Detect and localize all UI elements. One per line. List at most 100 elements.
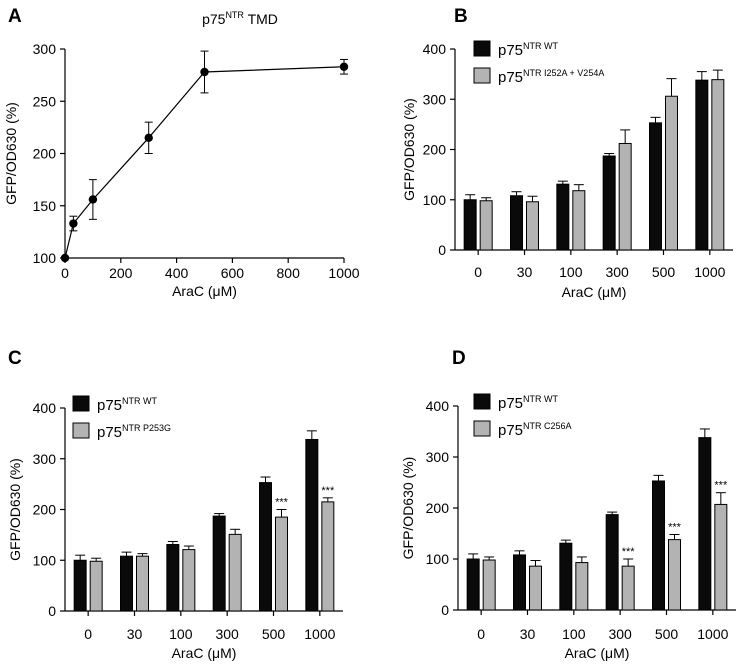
bar-wt: [73, 559, 87, 612]
legend-label: p75NTR C256A: [498, 421, 572, 439]
x-axis-label: AraC (μM): [562, 284, 627, 300]
y-tick-label: 400: [426, 398, 450, 414]
legend-label: p75NTR WT: [498, 394, 559, 412]
bar-mutant: [665, 95, 678, 251]
legend-swatch: [72, 395, 90, 412]
significance-label: ***: [275, 497, 289, 509]
bar-mutant: [618, 142, 632, 251]
x-tick-label: 30: [520, 626, 536, 642]
y-tick-label: 150: [33, 198, 57, 214]
panel-d: D 0 100 200 300 400 0 30 100 300 *** 500 *** 1000 *** p…: [400, 348, 736, 661]
y-tick-label: 300: [33, 451, 57, 467]
x-tick-label: 30: [517, 264, 533, 280]
bar-wt: [652, 480, 665, 611]
x-tick-label: 1000: [694, 264, 725, 280]
x-tick-label: 0: [474, 264, 482, 280]
legend-label-superscript: NTR I252A + V254A: [523, 68, 604, 78]
bar-mutant: [668, 539, 681, 611]
y-axis-label: GFP/OD630 (%): [7, 458, 23, 561]
bar-wt: [649, 122, 662, 251]
y-tick-label: 100: [33, 250, 57, 266]
bar-wt: [510, 195, 523, 251]
x-tick-label: 300: [215, 626, 239, 642]
bar-wt: [463, 199, 477, 251]
panel-label: A: [8, 6, 22, 27]
bar-mutant: [529, 565, 542, 611]
bar-wt: [556, 183, 570, 251]
x-tick-label: 0: [477, 626, 485, 642]
panel-a: A 100 150 200 250 300 0 200 400 600 800 1000 p75NTR …: [3, 6, 360, 299]
panel-label: C: [8, 348, 22, 369]
y-tick-label: 300: [423, 91, 447, 107]
legend-label-superscript: NTR WT: [122, 396, 157, 406]
y-tick-label: 400: [423, 41, 447, 57]
data-point: [200, 67, 209, 77]
panel-b: B 0 100 200 300 400 0 30 100 300 500 1000 p75NTR WT p…: [401, 6, 733, 300]
x-tick-label: 100: [559, 264, 583, 280]
bar-mutant: [575, 562, 589, 611]
legend-label-superscript: NTR C256A: [523, 421, 572, 431]
x-tick-label: 800: [277, 265, 301, 281]
x-tick-label: 100: [562, 626, 586, 642]
data-point: [88, 195, 98, 204]
bar-mutant: [228, 533, 242, 612]
x-tick-label: 30: [127, 626, 143, 642]
x-tick-label: 300: [608, 626, 632, 642]
bar-wt: [466, 558, 480, 611]
bar-mutant: [526, 201, 539, 251]
y-tick-label: 300: [33, 41, 57, 57]
legend-label-superscript: NTR P253G: [122, 423, 171, 433]
bar-wt: [212, 515, 226, 612]
bar-wt: [602, 155, 616, 251]
x-tick-label: 400: [165, 265, 189, 281]
panel-label: B: [454, 6, 468, 27]
bar-mutant: [136, 555, 149, 612]
y-tick-label: 200: [33, 146, 57, 162]
significance-label: ***: [321, 485, 335, 497]
bar-wt: [120, 555, 133, 612]
y-axis-label: GFP/OD630 (%): [401, 98, 417, 201]
data-point: [69, 219, 78, 228]
bar-mutant: [714, 503, 728, 611]
legend-swatch: [473, 420, 491, 437]
y-tick-label: 100: [423, 192, 447, 208]
significance-label: ***: [714, 480, 728, 492]
legend-label-superscript: NTR WT: [523, 394, 558, 404]
y-tick-label: 0: [438, 242, 446, 258]
x-tick-label: 100: [169, 626, 193, 642]
chart-title: p75NTR TMD: [202, 10, 278, 27]
legend-swatch: [473, 40, 491, 57]
bar-mutant: [89, 560, 103, 612]
bar-mutant: [572, 190, 586, 251]
y-axis-label: GFP/OD630 (%): [400, 457, 416, 560]
legend-swatch: [473, 67, 491, 84]
bar-wt: [259, 482, 272, 612]
bar-mutant: [621, 565, 635, 611]
bar-wt: [698, 437, 712, 611]
y-axis-label: GFP/OD630 (%): [3, 102, 19, 205]
panel-label: D: [452, 348, 466, 369]
x-tick-label: 600: [221, 265, 245, 281]
x-tick-label: 300: [605, 264, 629, 280]
y-tick-label: 250: [33, 93, 57, 109]
x-tick-label: 1000: [328, 265, 359, 281]
legend-label: p75NTR WT: [498, 41, 559, 59]
bar-wt: [695, 79, 709, 251]
bar-mutant: [482, 559, 496, 611]
y-tick-label: 300: [426, 449, 450, 465]
bar-wt: [559, 542, 573, 611]
bar-mutant: [321, 501, 335, 612]
bar-mutant: [711, 79, 725, 251]
legend-label: p75NTR I252A + V254A: [498, 68, 604, 86]
x-axis-label: AraC (μM): [565, 645, 630, 661]
y-tick-label: 400: [33, 400, 57, 416]
x-axis-label: AraC (μM): [172, 283, 237, 299]
bar-mutant: [275, 516, 288, 612]
x-tick-label: 500: [262, 626, 286, 642]
y-tick-label: 100: [426, 551, 450, 567]
y-tick-label: 200: [33, 502, 57, 518]
chart-title-superscript: NTR: [225, 10, 244, 20]
x-tick-label: 500: [655, 626, 679, 642]
bar-wt: [166, 544, 180, 612]
x-tick-label: 1000: [697, 626, 728, 642]
